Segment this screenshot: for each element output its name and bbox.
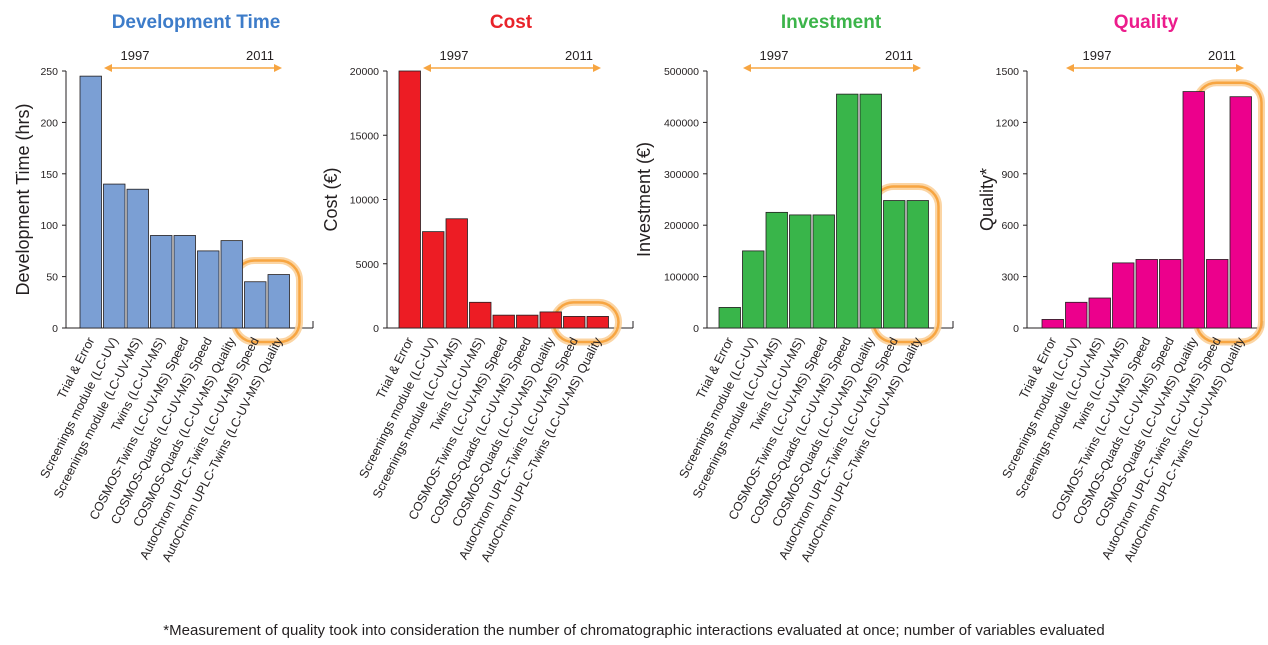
bar [516, 314, 539, 329]
y-tick-label: 400000 [664, 117, 699, 129]
y-tick-label: 1500 [996, 66, 1020, 78]
y-tick-label: 250 [40, 66, 58, 78]
bar [1206, 259, 1229, 329]
bar [812, 214, 835, 329]
timeline-arrowhead-right [1236, 64, 1244, 72]
bar [1229, 96, 1252, 329]
y-tick-label: 100 [40, 220, 58, 232]
bar [742, 250, 765, 329]
y-tick-label: 300000 [664, 169, 699, 181]
bar [1135, 259, 1158, 329]
bar [173, 235, 196, 329]
y-tick-label: 10000 [350, 195, 379, 207]
bar [836, 93, 859, 329]
y-tick-label: 0 [1013, 323, 1019, 335]
bar [883, 200, 906, 329]
bar [789, 214, 812, 329]
bar [1065, 301, 1088, 329]
timeline-start-label: 1997 [121, 48, 150, 63]
y-tick-label: 1200 [996, 117, 1020, 129]
y-axis-label: Development Time (hrs) [13, 103, 33, 295]
bar [197, 250, 220, 329]
chart-title: Development Time [112, 12, 281, 33]
bar [718, 307, 741, 329]
y-axis-label: Quality* [977, 168, 997, 231]
bar [267, 274, 290, 329]
bar [469, 301, 492, 329]
timeline-arrowhead-left [423, 64, 431, 72]
bar [79, 75, 102, 329]
y-tick-label: 200000 [664, 220, 699, 232]
timeline-start-label: 1997 [1083, 48, 1112, 63]
timeline-arrowhead-left [1066, 64, 1074, 72]
bar [906, 200, 929, 329]
y-tick-label: 300 [1001, 272, 1019, 284]
y-tick-label: 15000 [350, 130, 379, 142]
bar [445, 218, 468, 329]
timeline-end-label: 2011 [246, 48, 274, 63]
bar [398, 70, 421, 329]
bar [765, 211, 788, 329]
bar [422, 231, 445, 329]
y-axis-label: Investment (€) [634, 142, 654, 257]
y-tick-label: 0 [693, 323, 699, 335]
timeline-start-label: 1997 [760, 48, 789, 63]
y-tick-label: 0 [52, 323, 58, 335]
bar [1041, 319, 1064, 329]
y-tick-label: 20000 [350, 66, 379, 78]
timeline-end-label: 2011 [1208, 48, 1236, 63]
y-tick-label: 0 [373, 323, 379, 335]
timeline-arrowhead-right [274, 64, 282, 72]
bar [1159, 259, 1182, 329]
timeline-end-label: 2011 [885, 48, 913, 63]
chart-title: Investment [781, 12, 882, 33]
y-tick-label: 200 [40, 117, 58, 129]
bar [1112, 262, 1135, 329]
bar [859, 93, 882, 329]
y-tick-label: 100000 [664, 272, 699, 284]
y-tick-label: 5000 [356, 259, 380, 271]
footnote: *Measurement of quality took into consid… [163, 622, 1105, 639]
bar [1182, 91, 1205, 329]
bar [126, 188, 149, 329]
timeline-arrowhead-right [913, 64, 921, 72]
timeline-end-label: 2011 [565, 48, 593, 63]
timeline-arrowhead-left [743, 64, 751, 72]
y-tick-label: 600 [1001, 220, 1019, 232]
bar [539, 311, 562, 329]
bar [1088, 297, 1111, 329]
timeline-arrowhead-left [104, 64, 112, 72]
y-tick-label: 150 [40, 169, 58, 181]
timeline-start-label: 1997 [440, 48, 469, 63]
bar [586, 316, 609, 329]
y-tick-label: 50 [46, 272, 58, 284]
bar [103, 183, 126, 329]
bar [563, 316, 586, 329]
y-axis-label: Cost (€) [321, 167, 341, 231]
chart-title: Quality [1114, 12, 1179, 33]
bar [220, 240, 243, 329]
bar [244, 281, 267, 329]
y-tick-label: 500000 [664, 66, 699, 78]
y-tick-label: 900 [1001, 169, 1019, 181]
chart-title: Cost [490, 12, 533, 33]
bar [492, 314, 515, 329]
timeline-arrowhead-right [593, 64, 601, 72]
bar [150, 235, 173, 329]
